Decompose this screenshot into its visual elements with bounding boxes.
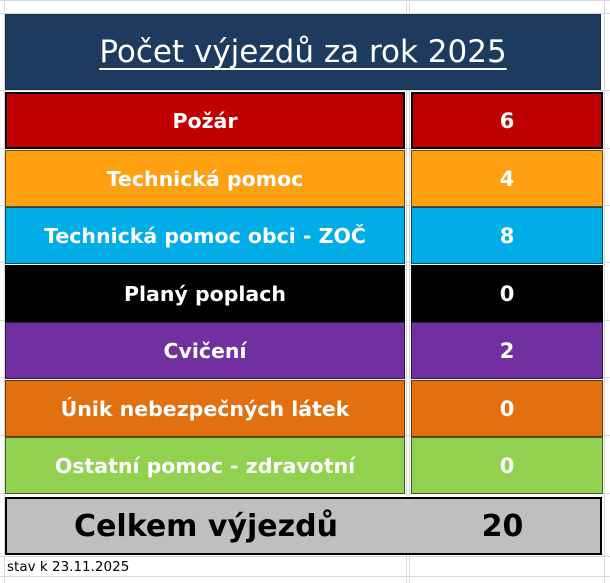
table-row: Technická pomoc obci - ZOČ 8 bbox=[0, 207, 610, 264]
page-title: Počet výjezdů za rok 2025 bbox=[5, 14, 601, 90]
row-label: Technická pomoc bbox=[106, 166, 304, 191]
row-label-cell[interactable]: Ostatní pomoc - zdravotní bbox=[5, 437, 405, 494]
row-label-cell[interactable]: Technická pomoc obci - ZOČ bbox=[5, 207, 405, 264]
row-value-cell[interactable]: 2 bbox=[411, 322, 603, 379]
row-label-cell[interactable]: Únik nebezpečných látek bbox=[5, 380, 405, 437]
row-value: 4 bbox=[499, 166, 515, 191]
total-value: 20 bbox=[481, 508, 524, 544]
total-label-cell[interactable]: Celkem výjezdů bbox=[7, 499, 405, 553]
row-label-cell[interactable]: Požár bbox=[5, 92, 405, 149]
row-label: Požár bbox=[172, 108, 238, 133]
row-value: 2 bbox=[499, 338, 515, 363]
row-value-cell[interactable]: 0 bbox=[411, 265, 603, 322]
table-row: Cvičení 2 bbox=[0, 322, 610, 379]
total-row: Celkem výjezdů 20 bbox=[5, 497, 602, 555]
row-value: 8 bbox=[499, 223, 515, 248]
row-value-cell[interactable]: 4 bbox=[411, 150, 603, 207]
status-note: stav k 23.11.2025 bbox=[7, 559, 130, 575]
table-row: Planý poplach 0 bbox=[0, 265, 610, 322]
total-label: Celkem výjezdů bbox=[74, 508, 338, 544]
row-label: Ostatní pomoc - zdravotní bbox=[54, 453, 356, 478]
row-value: 6 bbox=[499, 108, 515, 133]
row-label: Únik nebezpečných látek bbox=[60, 396, 350, 421]
row-value: 0 bbox=[499, 396, 515, 421]
table-row: Požár 6 bbox=[0, 92, 610, 149]
table-row: Ostatní pomoc - zdravotní 0 bbox=[0, 437, 610, 494]
row-label-cell[interactable]: Technická pomoc bbox=[5, 150, 405, 207]
table-row: Technická pomoc 4 bbox=[0, 150, 610, 207]
page-title-text: Počet výjezdů za rok 2025 bbox=[99, 34, 507, 70]
row-value-cell[interactable]: 0 bbox=[411, 380, 603, 437]
row-value-cell[interactable]: 0 bbox=[411, 437, 603, 494]
row-label-cell[interactable]: Cvičení bbox=[5, 322, 405, 379]
row-label: Cvičení bbox=[163, 338, 247, 363]
total-value-cell[interactable]: 20 bbox=[405, 499, 600, 553]
row-value-cell[interactable]: 8 bbox=[411, 207, 603, 264]
table-row: Únik nebezpečných látek 0 bbox=[0, 380, 610, 437]
row-value-cell[interactable]: 6 bbox=[411, 92, 603, 149]
row-value: 0 bbox=[499, 453, 515, 478]
row-value: 0 bbox=[499, 281, 515, 306]
row-label-cell[interactable]: Planý poplach bbox=[5, 265, 405, 322]
row-label: Planý poplach bbox=[123, 281, 287, 306]
row-label: Technická pomoc obci - ZOČ bbox=[44, 223, 366, 248]
